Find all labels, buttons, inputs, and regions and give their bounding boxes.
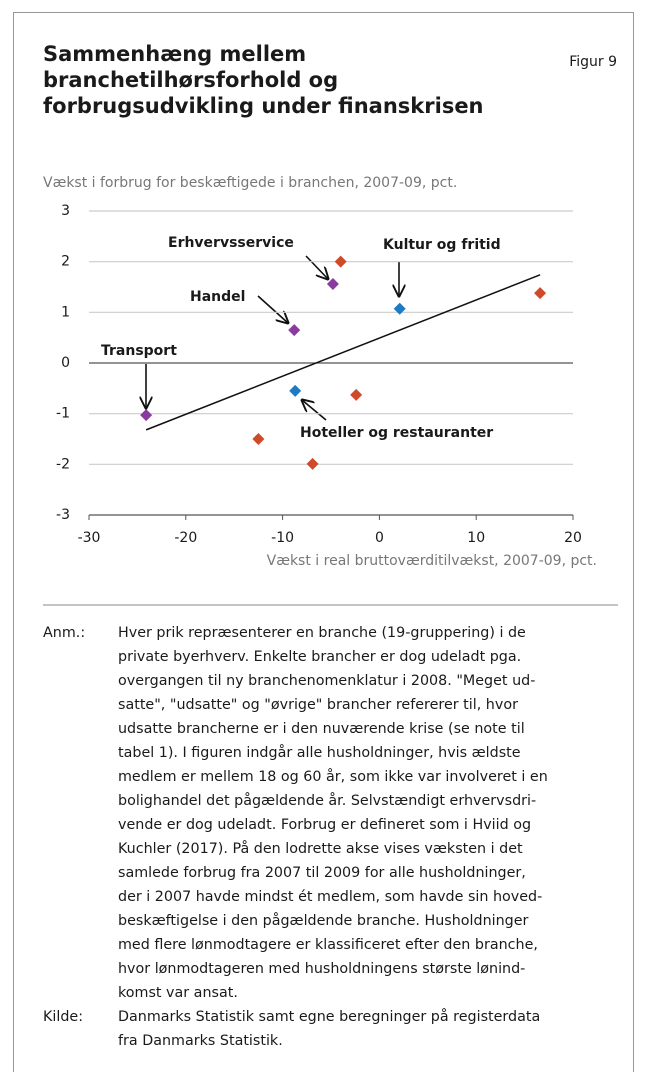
- notes-line: med flere lønmodtagere er klassificeret …: [118, 937, 538, 953]
- chart-title: Sammenhæng mellem: [43, 42, 306, 66]
- annotation: Kultur og fritid: [383, 237, 501, 253]
- notes-line: hvor lønmodtageren med husholdningens st…: [118, 961, 525, 977]
- x-tick-label: -20: [174, 530, 197, 546]
- point: [350, 388, 363, 401]
- y-tick-label: 0: [61, 355, 70, 371]
- x-tick-label: 0: [375, 530, 384, 546]
- notes-line: Kuchler (2017). På den lodrette akse vis…: [118, 840, 523, 857]
- point: [534, 287, 547, 300]
- trendline: [145, 274, 541, 431]
- notes-line: satte", "udsatte" og "øvrige" brancher r…: [118, 697, 518, 713]
- point: [288, 324, 301, 337]
- x-axis-label: Vækst i real bruttoværditilvækst, 2007-0…: [267, 553, 597, 569]
- point: [289, 384, 302, 397]
- notes-label: Anm.:: [43, 625, 85, 641]
- notes-line: vende er dog udeladt. Forbrug er definer…: [118, 817, 531, 833]
- arrows: [146, 255, 399, 421]
- point: [334, 255, 347, 268]
- point: [393, 302, 406, 315]
- source-label: Kilde:: [43, 1009, 83, 1025]
- point: [140, 409, 153, 422]
- chart-title: forbrugsudvikling under finanskrisen: [43, 94, 484, 118]
- y-axis-label: Vækst i forbrug for beskæftigede i branc…: [43, 175, 457, 191]
- notes-line: medlem er mellem 18 og 60 år, som ikke v…: [118, 768, 548, 785]
- source-line: fra Danmarks Statistik.: [118, 1033, 283, 1049]
- notes-line: komst var ansat.: [118, 985, 238, 1001]
- annotation: Transport: [101, 343, 177, 359]
- notes-line: tabel 1). I figuren indgår alle husholdn…: [118, 744, 521, 761]
- source-line: Danmarks Statistik samt egne beregninger…: [118, 1008, 540, 1025]
- notes-line: der i 2007 havde mindst ét medlem, som h…: [118, 889, 542, 905]
- y-tick-label: -1: [56, 406, 70, 422]
- x-tick-label: -10: [271, 530, 294, 546]
- notes-line: overgangen til ny branchenomenklatur i 2…: [118, 673, 535, 689]
- x-tick-label: 10: [467, 530, 485, 546]
- figure-label: Figur 9: [569, 54, 617, 70]
- chart-title: branchetilhørsforhold og: [43, 68, 338, 92]
- y-tick-label: 2: [61, 254, 70, 270]
- annotation: Handel: [190, 289, 245, 305]
- y-tick-label: 3: [61, 203, 70, 219]
- annotation: Erhvervsservice: [168, 235, 294, 251]
- notes-line: private byerhverv. Enkelte brancher er d…: [118, 649, 521, 665]
- x-tick-label: 20: [564, 530, 582, 546]
- point: [252, 433, 265, 445]
- point: [326, 277, 339, 290]
- notes-line: bolighandel det pågældende år. Selvstænd…: [118, 792, 536, 809]
- notes-line: beskæftigelse i den pågældende branche. …: [118, 912, 529, 929]
- y-tick-label: 1: [61, 304, 70, 320]
- x-tick-label: -30: [78, 530, 101, 546]
- y-tick-label: -3: [56, 507, 70, 523]
- notes-line: samlede forbrug fra 2007 til 2009 for al…: [118, 865, 526, 881]
- notes-line: udsatte brancherne er i den nuværende kr…: [118, 721, 525, 737]
- notes-line: Hver prik repræsenterer en branche (19-g…: [118, 625, 526, 641]
- frame: [13, 12, 634, 1072]
- y-tick-label: -2: [56, 456, 70, 472]
- point: [306, 457, 319, 470]
- annotation: Hoteller og restauranter: [300, 425, 493, 441]
